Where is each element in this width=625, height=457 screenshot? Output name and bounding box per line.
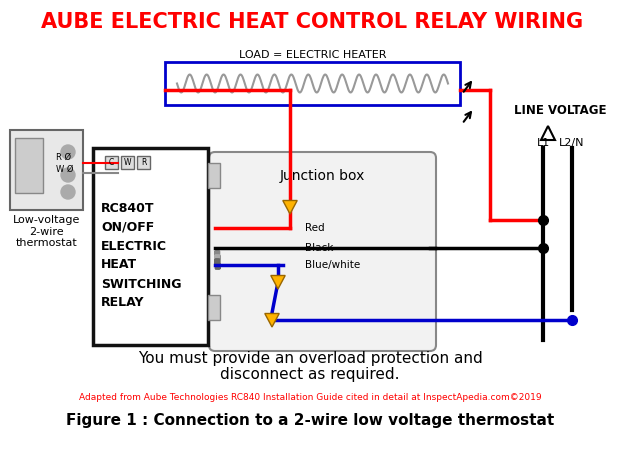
Bar <box>105 156 118 169</box>
Text: RC840T: RC840T <box>101 202 154 214</box>
Bar <box>93 148 208 345</box>
Text: RELAY: RELAY <box>101 297 144 309</box>
Text: AUBE ELECTRIC HEAT CONTROL RELAY WIRING: AUBE ELECTRIC HEAT CONTROL RELAY WIRING <box>41 12 583 32</box>
Text: C: C <box>109 158 114 167</box>
Text: Adapted from Aube Technologies RC840 Installation Guide cited in detail at Inspe: Adapted from Aube Technologies RC840 Ins… <box>79 393 541 403</box>
Text: Red: Red <box>305 223 324 233</box>
FancyBboxPatch shape <box>209 152 436 351</box>
Bar <box>208 295 220 320</box>
Text: R: R <box>141 158 146 167</box>
Bar <box>10 130 83 210</box>
Bar <box>15 138 43 193</box>
Text: disconnect as required.: disconnect as required. <box>220 367 400 383</box>
Circle shape <box>61 168 75 182</box>
Text: Blue/white: Blue/white <box>305 260 360 270</box>
Text: Black: Black <box>305 243 333 253</box>
Text: Junction box: Junction box <box>280 169 365 183</box>
Text: W: W <box>124 158 131 167</box>
Text: L2/N: L2/N <box>559 138 585 148</box>
Bar <box>165 62 460 105</box>
Text: You must provide an overload protection and: You must provide an overload protection … <box>138 351 483 366</box>
Text: W Ø: W Ø <box>56 165 74 174</box>
Polygon shape <box>271 276 285 289</box>
Text: ELECTRIC: ELECTRIC <box>101 239 167 253</box>
Text: LINE VOLTAGE: LINE VOLTAGE <box>514 103 606 117</box>
Circle shape <box>61 185 75 199</box>
Text: ON/OFF: ON/OFF <box>101 220 154 234</box>
Polygon shape <box>265 314 279 327</box>
Text: SWITCHING: SWITCHING <box>101 277 181 291</box>
Circle shape <box>61 145 75 159</box>
Polygon shape <box>282 201 298 214</box>
Text: LOAD = ELECTRIC HEATER: LOAD = ELECTRIC HEATER <box>239 50 386 60</box>
Bar <box>137 156 150 169</box>
Text: Low-voltage
2-wire
thermostat: Low-voltage 2-wire thermostat <box>12 215 80 248</box>
Text: HEAT: HEAT <box>101 259 137 271</box>
Text: L1: L1 <box>536 138 549 148</box>
Bar <box>121 156 134 169</box>
Text: R Ø: R Ø <box>56 153 71 162</box>
Bar <box>208 163 220 188</box>
Text: Figure 1 : Connection to a 2-wire low voltage thermostat: Figure 1 : Connection to a 2-wire low vo… <box>66 413 554 427</box>
